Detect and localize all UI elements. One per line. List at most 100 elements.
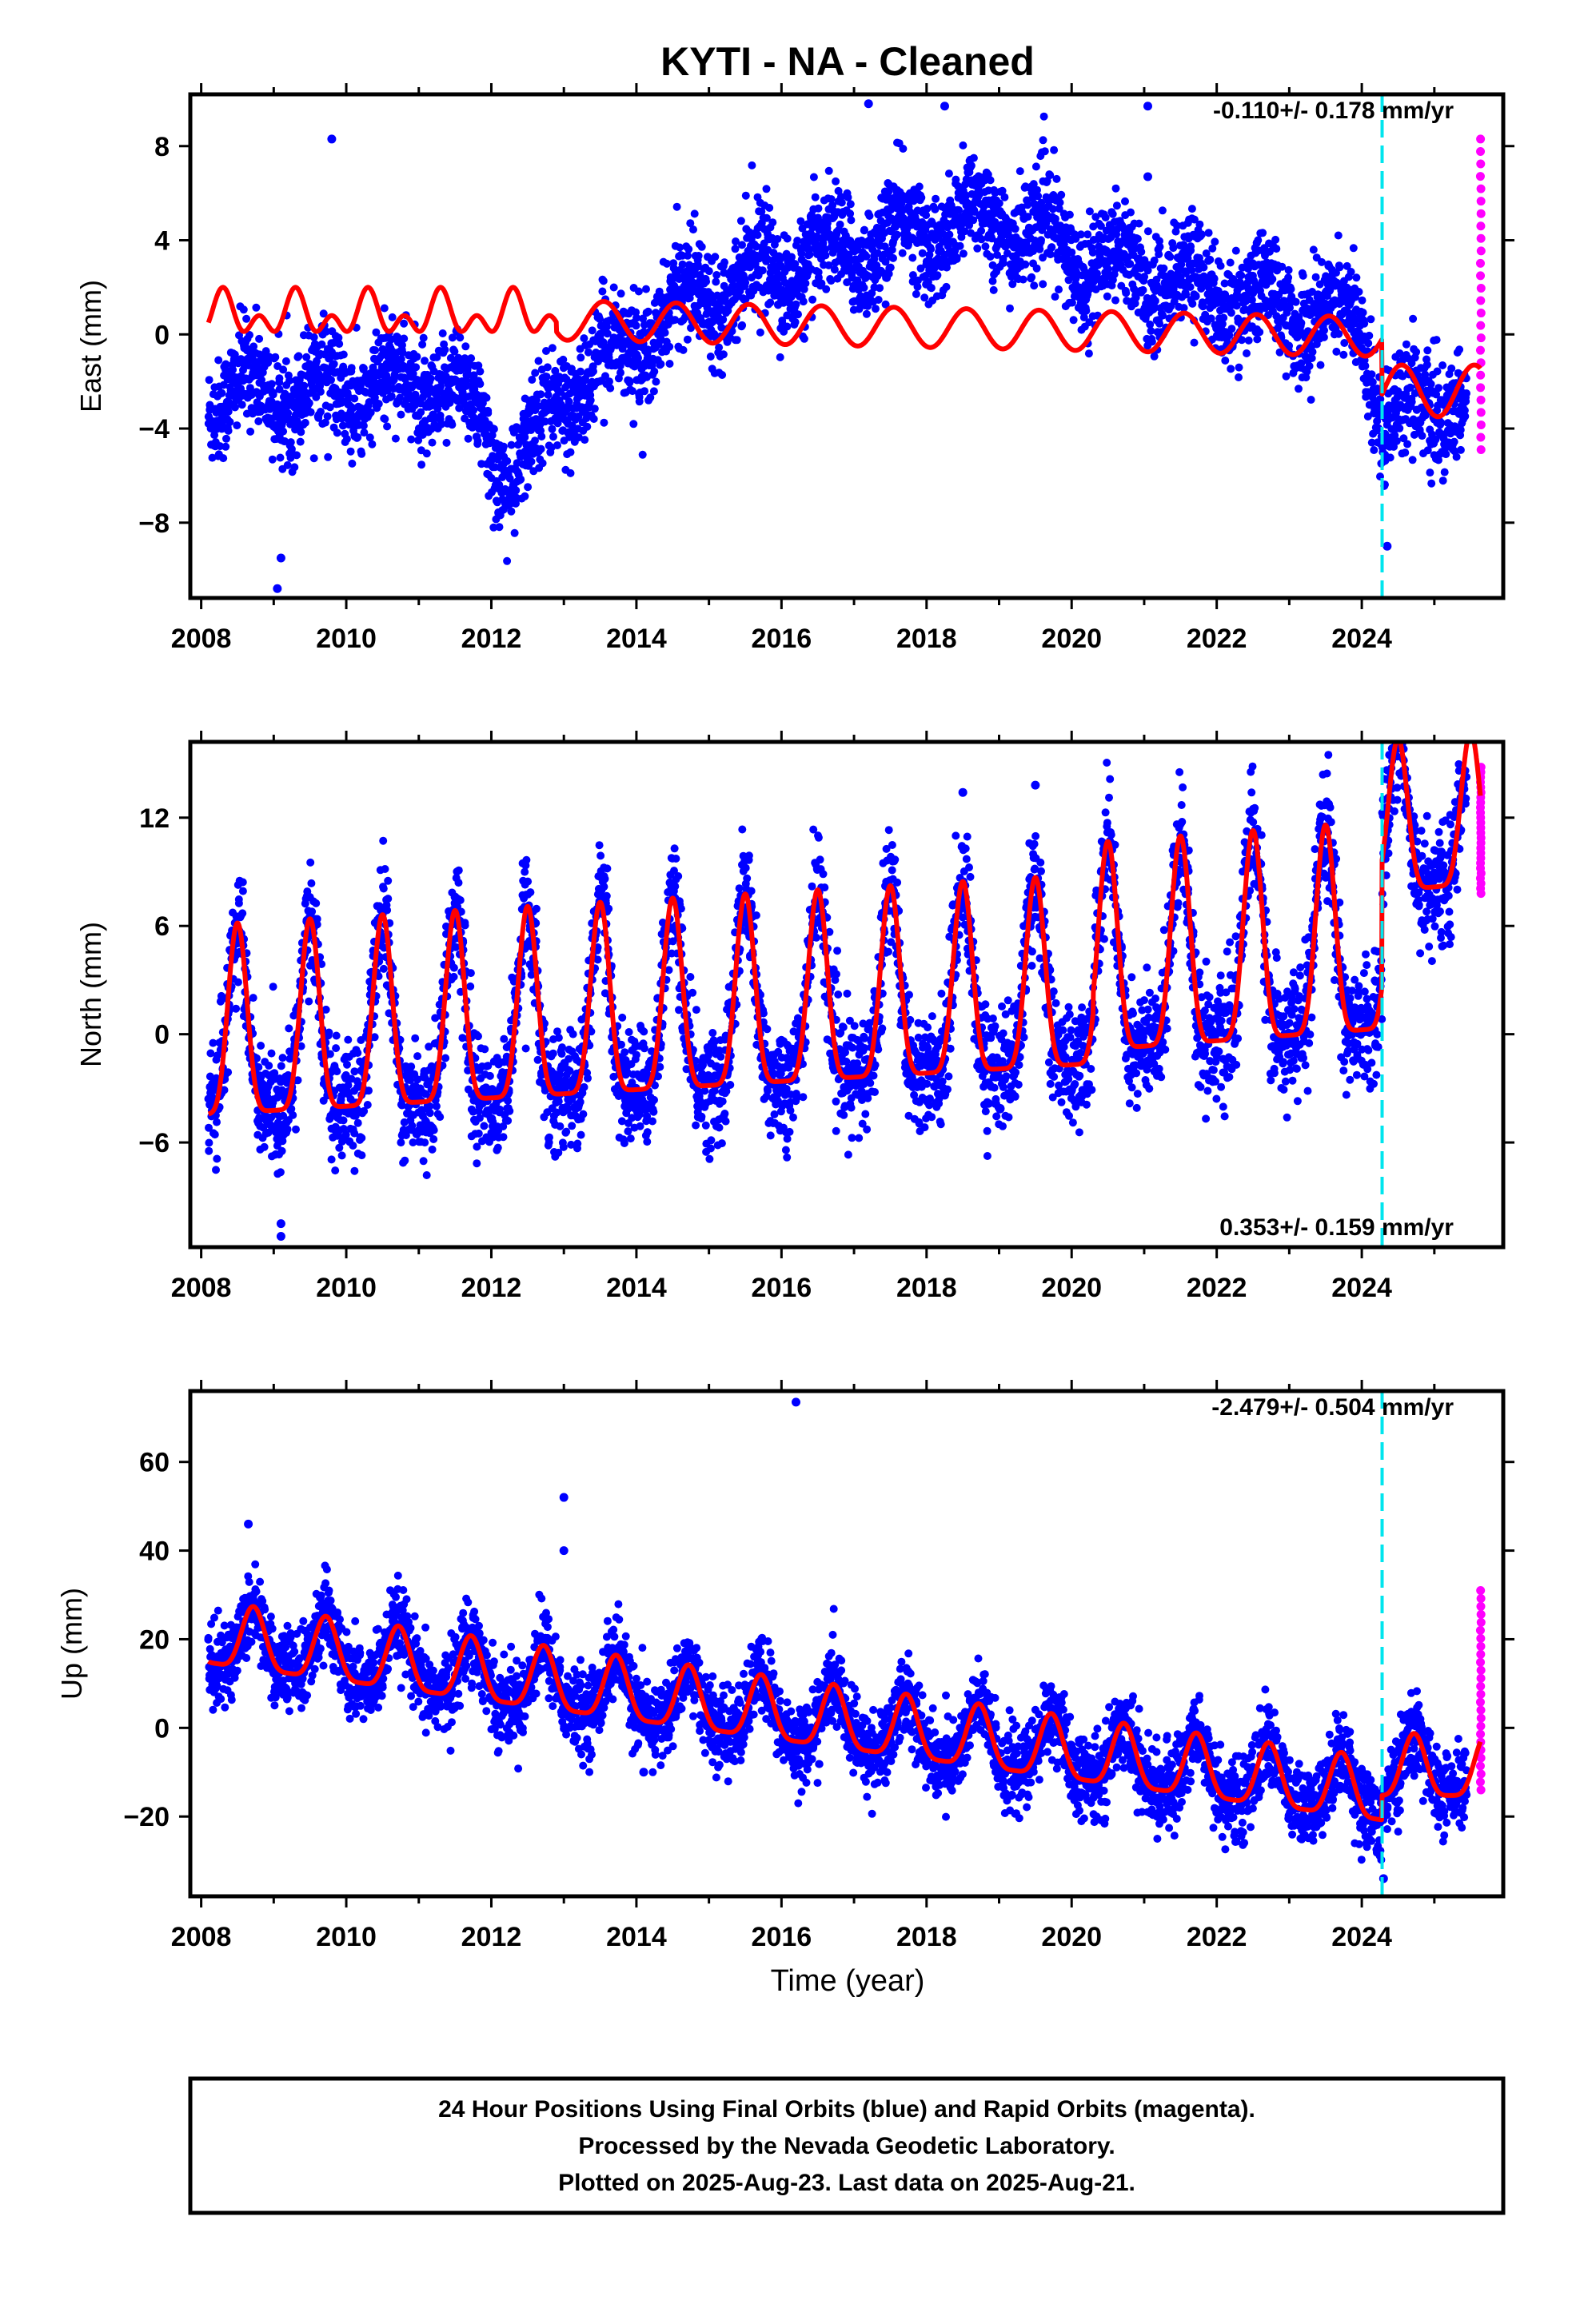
east-final-point (1268, 275, 1276, 283)
east-rapid-point (1476, 321, 1485, 330)
east-rapid-point (1477, 445, 1486, 454)
east-y-tick-label: 4 (154, 226, 170, 257)
east-final-point (1310, 245, 1318, 253)
east-final-point (233, 421, 241, 429)
east-final-point (1434, 384, 1442, 392)
east-final-point (847, 200, 855, 208)
east-final-point (350, 395, 358, 403)
east-final-point (1219, 314, 1227, 322)
east-final-point (1283, 373, 1291, 381)
east-final-point (1144, 227, 1152, 235)
east-final-point (469, 406, 477, 414)
east-final-point (549, 433, 557, 440)
east-final-point (801, 279, 809, 287)
east-final-point (217, 389, 225, 397)
east-final-point (1401, 448, 1409, 456)
east-x-tick-label: 2018 (896, 624, 957, 654)
east-final-point (899, 249, 907, 257)
east-final-point (1235, 364, 1243, 372)
east-final-point (544, 363, 552, 371)
east-final-point (822, 285, 830, 293)
east-final-point (1221, 357, 1229, 365)
east-final-point (928, 284, 936, 292)
east-final-point (524, 483, 532, 491)
east-final-point (577, 353, 585, 361)
east-final-point (956, 242, 964, 250)
east-final-point (661, 329, 669, 337)
east-final-point (860, 226, 868, 234)
east-final-point (899, 145, 907, 153)
north-final-point (328, 1155, 336, 1163)
east-final-point (512, 486, 520, 494)
east-final-point (1000, 193, 1008, 201)
north-final-point (357, 1151, 365, 1159)
east-final-point (1034, 192, 1042, 200)
east-final-point (517, 476, 525, 484)
east-final-point (357, 450, 365, 458)
east-final-point (927, 245, 935, 253)
east-final-point (821, 251, 829, 259)
east-final-point (531, 369, 539, 377)
east-rapid-point (1477, 421, 1486, 429)
east-final-point (335, 340, 343, 348)
east-final-point (1021, 261, 1029, 269)
east-final-point (500, 443, 508, 451)
east-final-point (383, 422, 391, 430)
east-final-point (1055, 285, 1063, 293)
east-final-point (960, 249, 968, 257)
east-final-point (429, 439, 437, 447)
east-final-point (238, 401, 246, 409)
north-final-point (265, 1062, 273, 1070)
east-final-point (1082, 307, 1090, 315)
east-final-point (650, 387, 658, 395)
north-final-point (333, 1032, 341, 1040)
chart-title: KYTI - NA - Cleaned (660, 39, 1035, 84)
east-final-point (1350, 244, 1358, 252)
north-final-point (213, 1118, 221, 1126)
north-final-point (423, 1171, 431, 1179)
east-rapid-point (1476, 371, 1485, 380)
east-final-point (812, 193, 820, 201)
north-final-point (401, 1157, 409, 1165)
east-final-point (1259, 229, 1267, 237)
east-final-point (625, 379, 633, 387)
east-final-point (483, 394, 491, 402)
east-final-point (1355, 288, 1363, 296)
east-final-point (1309, 348, 1317, 356)
east-final-point (932, 195, 940, 203)
east-final-point (800, 335, 808, 343)
east-final-point (353, 433, 361, 441)
east-final-point (738, 241, 746, 249)
east-rapid-point (1476, 134, 1485, 143)
north-final-point (239, 879, 247, 887)
north-final-point (205, 1139, 213, 1147)
east-y-axis-label: East (mm) (74, 280, 107, 413)
east-final-point (838, 198, 846, 206)
east-final-point (567, 469, 575, 477)
east-final-point (1089, 249, 1097, 257)
north-final-point (257, 1042, 265, 1050)
east-final-point (205, 376, 213, 384)
east-final-point (1066, 211, 1074, 219)
north-final-point (306, 859, 314, 867)
east-final-point (1365, 332, 1373, 340)
east-final-point (605, 377, 613, 385)
east-final-point (225, 427, 233, 435)
east-final-point (695, 252, 703, 260)
north-final-point (350, 1167, 358, 1175)
east-final-point (467, 354, 475, 362)
east-final-point (1295, 385, 1303, 393)
east-final-point (1122, 289, 1130, 297)
east-rapid-point (1476, 259, 1485, 268)
east-final-point (1166, 253, 1174, 261)
east-final-point (347, 448, 355, 456)
east-final-point (1127, 209, 1135, 217)
east-final-point (1187, 242, 1195, 250)
east-final-point (1086, 207, 1094, 215)
north-final-point (349, 1142, 357, 1150)
east-final-point (275, 374, 283, 382)
east-final-point (1151, 297, 1159, 305)
east-final-point (794, 310, 802, 318)
east-final-point (1040, 113, 1048, 121)
east-rapid-point (1477, 209, 1486, 218)
